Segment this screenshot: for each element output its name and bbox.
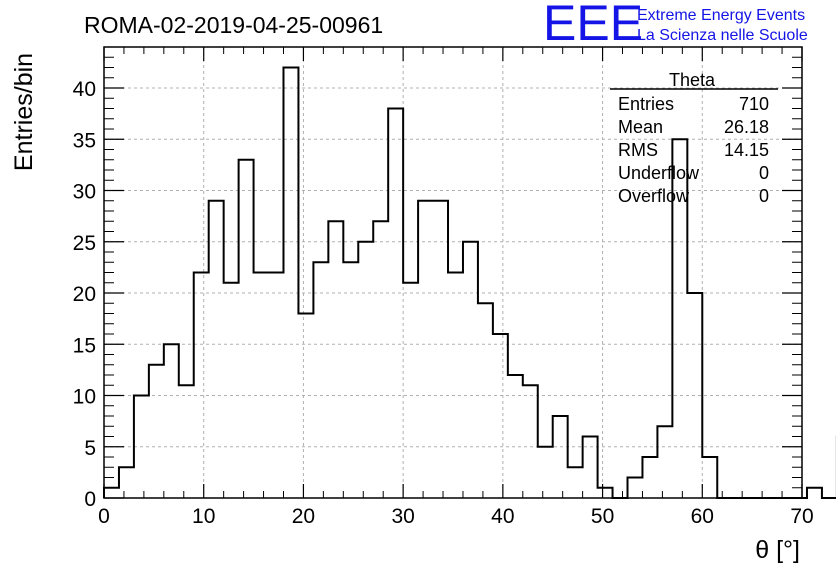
chart-title: ROMA-02-2019-04-25-00961 — [84, 12, 383, 38]
stats-box: Theta Entries 710 Mean 26.18 RMS 14.15 U… — [610, 70, 778, 206]
logo-mark: EEE — [543, 0, 643, 51]
histogram-bin — [194, 273, 209, 499]
histogram-bin — [149, 365, 164, 498]
x-tick-label: 40 — [491, 505, 514, 528]
histogram-bin — [418, 201, 433, 498]
histogram-bin — [239, 160, 254, 498]
y-tick-label: 0 — [84, 488, 96, 511]
x-axis-label: θ [°] — [755, 536, 800, 564]
histogram-bin — [179, 385, 194, 498]
histogram-bin — [807, 488, 822, 498]
y-tick-labels: 0 5 10 15 20 25 30 35 40 — [73, 78, 96, 511]
axis-ticks — [103, 47, 803, 499]
x-tick-label: 10 — [192, 505, 215, 528]
histogram-bins — [103, 66, 836, 499]
stats-value-entries: 710 — [739, 94, 769, 114]
histogram-bin — [553, 416, 568, 498]
histogram-bin — [343, 262, 358, 498]
y-tick-label: 25 — [73, 232, 96, 255]
histogram-bin — [657, 426, 672, 498]
y-tick-label: 20 — [73, 283, 96, 306]
stats-label-rms: RMS — [618, 140, 658, 160]
y-tick-label: 35 — [73, 129, 96, 152]
histogram-bin — [104, 488, 119, 498]
logo-line-2: La Scienza nelle Scuole — [637, 27, 808, 44]
histogram-bin — [598, 488, 613, 498]
stats-value-mean: 26.18 — [724, 117, 769, 137]
stats-label-underflow: Underflow — [618, 163, 700, 183]
stats-value-underflow: 0 — [759, 163, 769, 183]
x-tick-label: 20 — [292, 505, 315, 528]
histogram-bin — [463, 242, 478, 498]
x-tick-label: 70 — [790, 505, 813, 528]
logo-line-1: Extreme Energy Events — [637, 7, 805, 24]
stats-title: Theta — [669, 70, 716, 90]
grid-lines — [104, 47, 802, 498]
histogram-bin — [583, 437, 598, 499]
histogram-bin — [702, 457, 717, 498]
histogram-bin — [373, 221, 388, 498]
histogram-bin — [642, 457, 657, 498]
stats-label-overflow: Overflow — [618, 186, 690, 206]
stats-value-overflow: 0 — [759, 186, 769, 206]
histogram-bin — [388, 109, 403, 499]
histogram-bin — [134, 396, 149, 499]
stats-value-rms: 14.15 — [724, 140, 769, 160]
eee-logo: EEE Extreme Energy Events La Scienza nel… — [543, 0, 808, 51]
x-tick-label: 60 — [691, 505, 714, 528]
histogram-bin — [254, 273, 269, 499]
histogram-bin — [493, 334, 508, 498]
histogram-bin — [313, 262, 328, 498]
histogram-bin — [433, 201, 448, 498]
histogram-bin — [298, 314, 313, 499]
histogram-bin — [209, 201, 224, 498]
histogram-bin — [119, 467, 134, 498]
histogram-bin — [403, 283, 418, 498]
histogram-bin — [523, 385, 538, 498]
x-tick-label: 0 — [98, 505, 110, 528]
histogram-bin — [508, 375, 523, 498]
histogram-bin — [687, 293, 702, 498]
y-tick-label: 30 — [73, 181, 96, 204]
histogram-bin — [448, 273, 463, 499]
y-tick-label: 15 — [73, 334, 96, 357]
histogram-bin — [224, 283, 239, 498]
histogram-bin — [283, 68, 298, 499]
histogram-bin — [358, 242, 373, 498]
histogram-bin — [478, 303, 493, 498]
y-tick-label: 10 — [73, 386, 96, 409]
histogram-bin — [269, 273, 284, 499]
histogram-bin — [628, 478, 643, 499]
histogram-bin — [328, 221, 343, 498]
x-tick-label: 50 — [591, 505, 614, 528]
histogram-bin — [568, 467, 583, 498]
x-tick-label: 30 — [391, 505, 414, 528]
y-axis-label: Entries/bin — [10, 53, 38, 171]
histogram-bin — [538, 447, 553, 498]
stats-label-entries: Entries — [618, 94, 674, 114]
y-tick-label: 5 — [84, 437, 96, 460]
x-tick-labels: 0 10 20 30 40 50 60 70 — [98, 505, 814, 528]
histogram-bin — [164, 344, 179, 498]
stats-label-mean: Mean — [618, 117, 663, 137]
y-tick-label: 40 — [73, 78, 96, 101]
histogram-outline — [103, 66, 836, 499]
